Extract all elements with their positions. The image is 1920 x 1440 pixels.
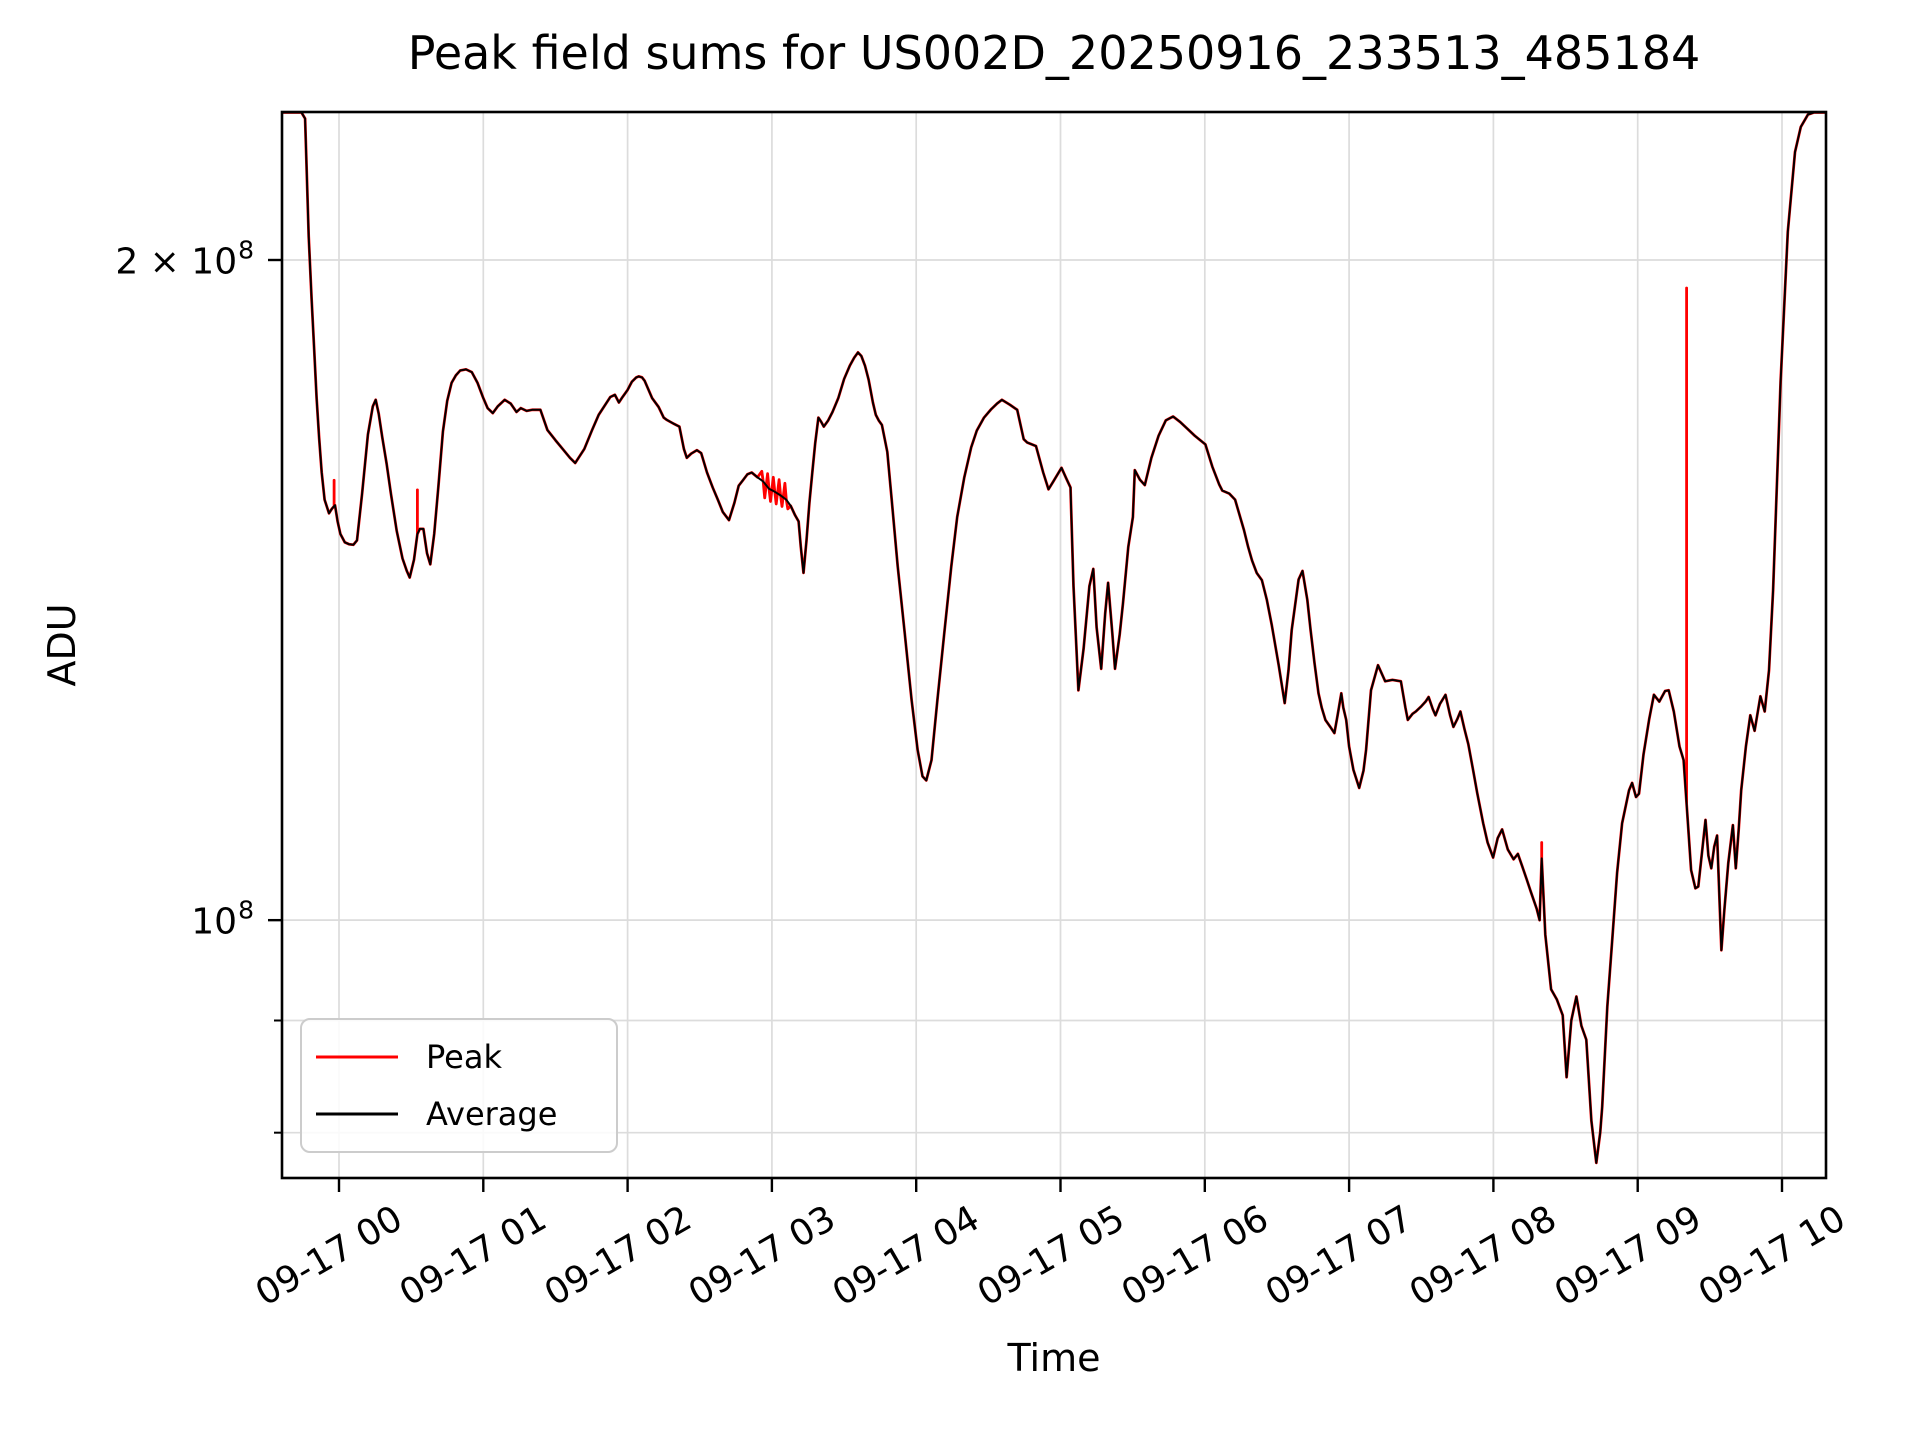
legend-label-average: Average [426,1095,558,1134]
chart-title: Peak field sums for US002D_20250916_2335… [407,26,1701,80]
legend-label-peak: Peak [426,1037,502,1076]
y-tick-label: 2 × 108 [115,235,254,283]
legend-item-average: Average [316,1095,602,1133]
average-line-swatch [316,1112,398,1116]
y-axis-label: ADU [40,603,84,687]
average-line [283,112,1825,1164]
gridlines [282,112,1826,1178]
peak-line [283,112,1825,1165]
peak-line-swatch [316,1055,398,1059]
data-series [283,112,1825,1165]
x-axis-label: Time [1007,1336,1101,1380]
y-tick-label: 108 [191,895,254,943]
axis-ticks [268,258,1784,1192]
axes-spines [280,110,1828,1180]
legend-item-peak: Peak [316,1038,602,1076]
legend: Peak Average [300,1018,618,1153]
